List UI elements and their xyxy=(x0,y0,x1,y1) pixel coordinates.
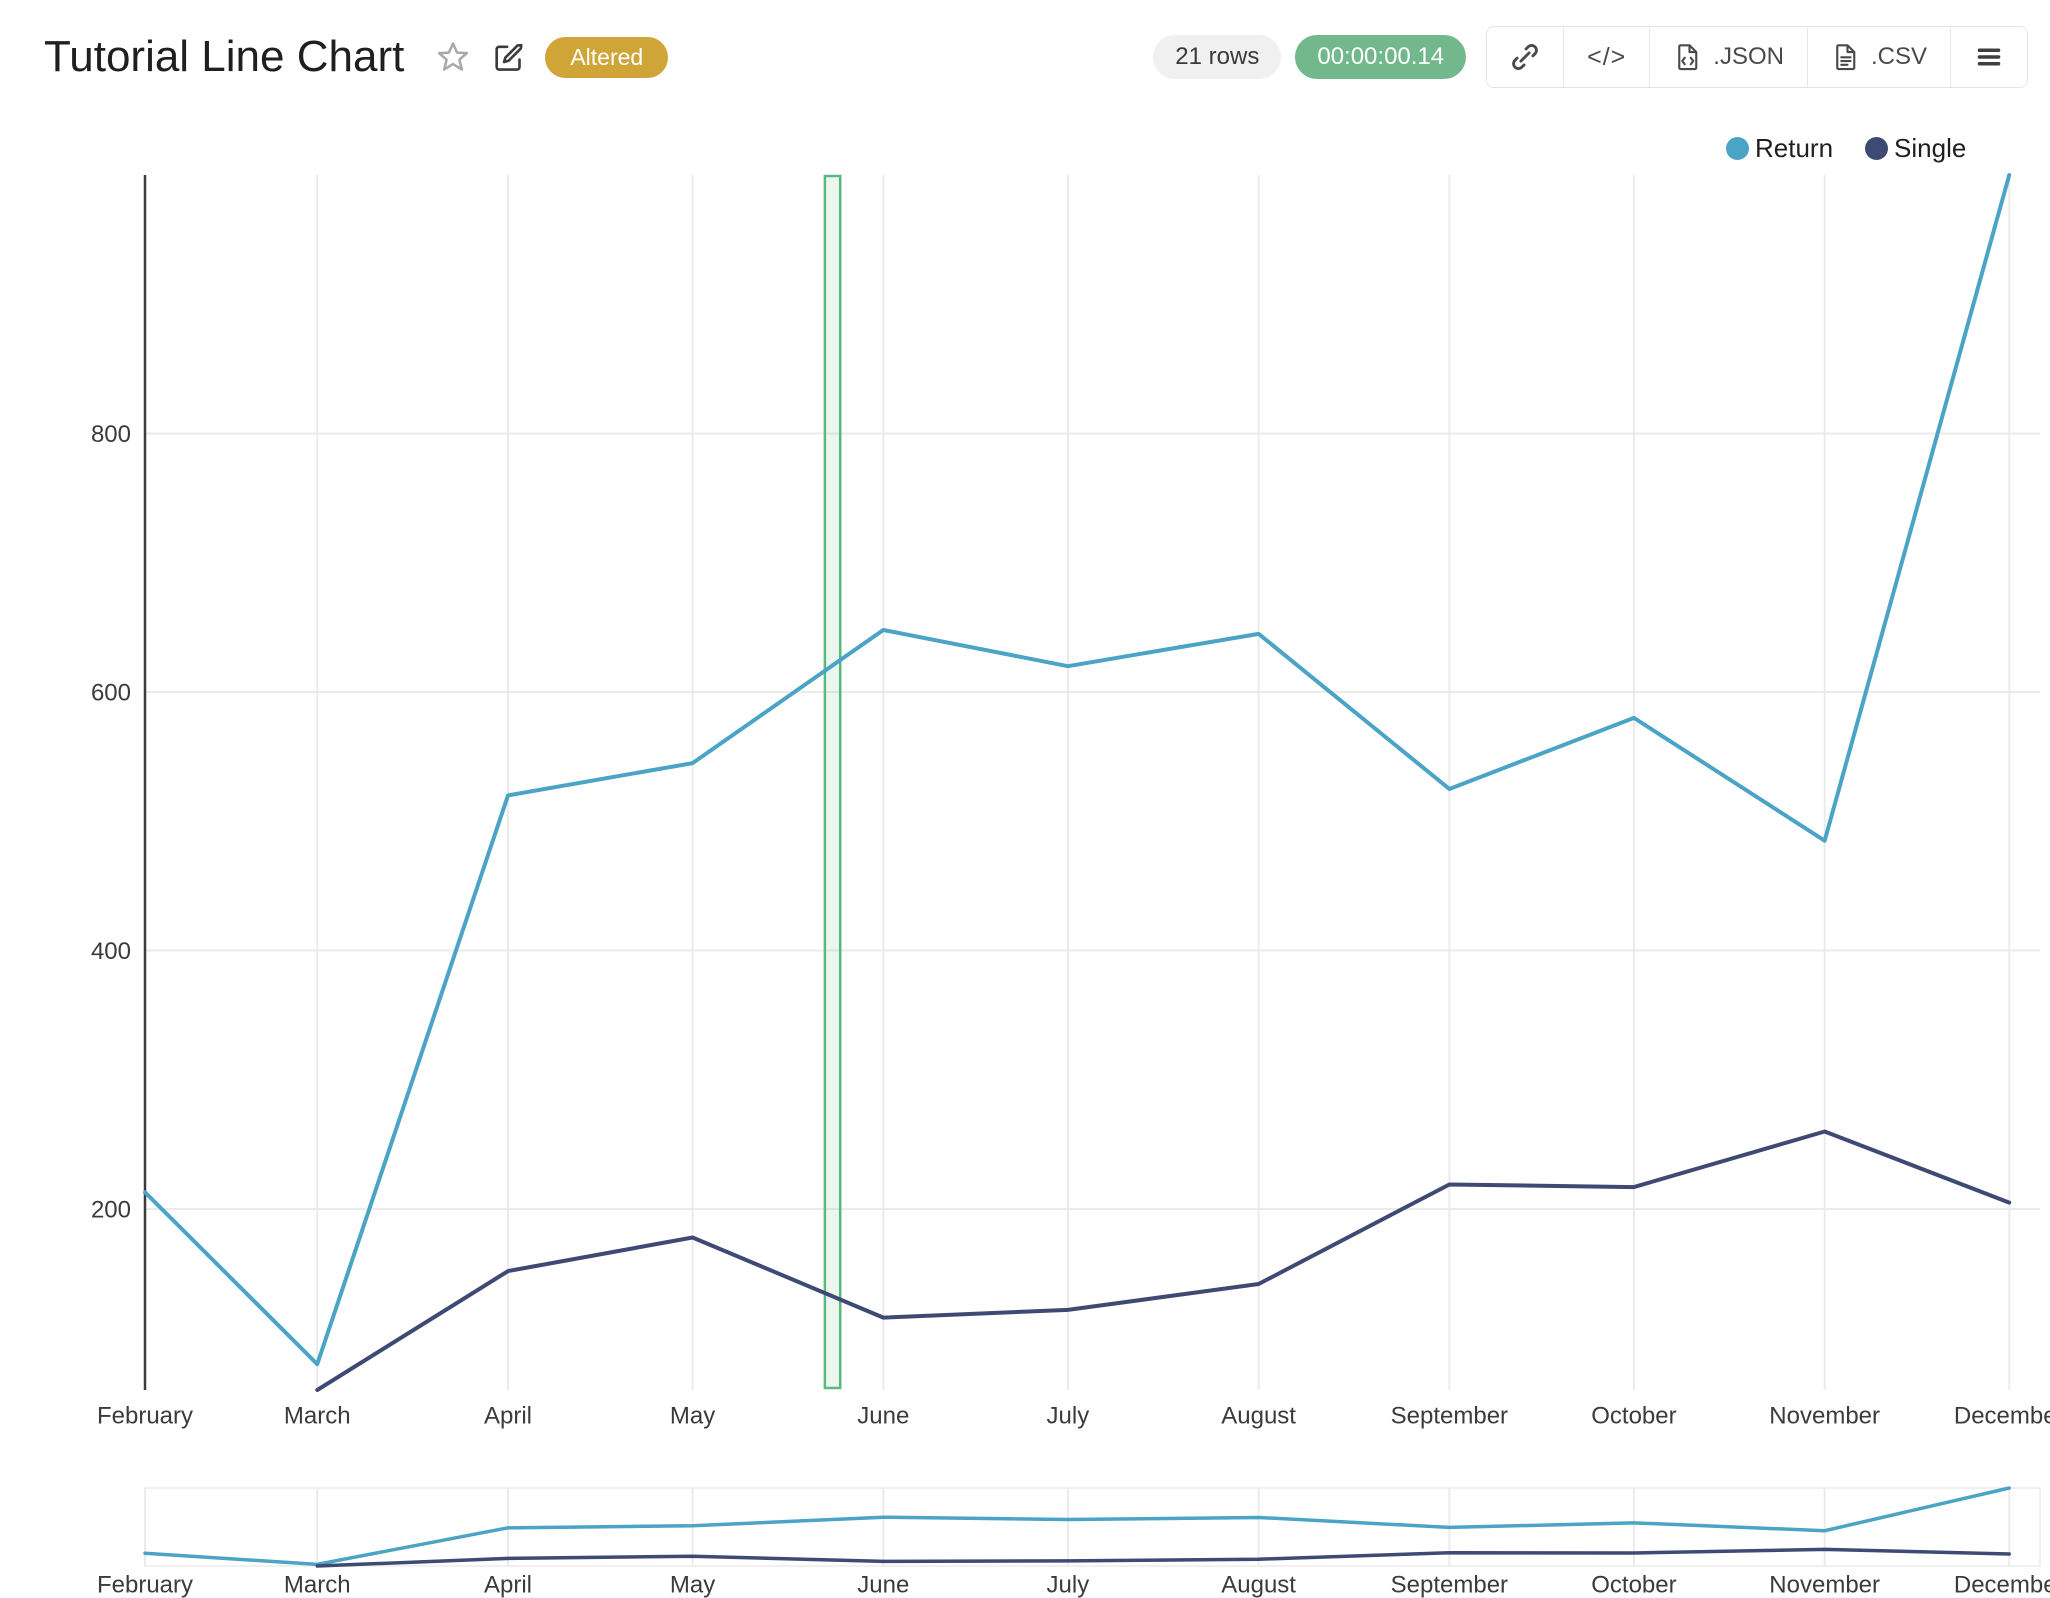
x-tick-label: September xyxy=(1391,1402,1508,1429)
x-tick-label: July xyxy=(1047,1402,1090,1429)
mini-x-tick-label: August xyxy=(1221,1571,1296,1598)
runtime-badge: 00:00:00.14 xyxy=(1295,35,1467,79)
y-tick-label: 200 xyxy=(91,1196,131,1223)
legend-label-single: Single xyxy=(1894,133,1967,163)
x-tick-label: February xyxy=(97,1402,193,1429)
series-line-return[interactable] xyxy=(143,173,2012,1367)
file-csv-icon xyxy=(1831,42,1861,72)
x-tick-label: November xyxy=(1769,1402,1880,1429)
legend-item-single[interactable]: Single xyxy=(1865,133,1966,164)
header-right-cluster: 21 rows 00:00:00.14 </> xyxy=(1153,26,2028,88)
chart-legend: Return Single xyxy=(1726,133,1966,164)
x-tick-label: March xyxy=(284,1402,351,1429)
mini-x-tick-label: May xyxy=(670,1571,715,1598)
legend-dot-single xyxy=(1865,137,1889,160)
download-json-button[interactable]: .JSON xyxy=(1649,27,1807,87)
download-json-label: .JSON xyxy=(1713,43,1784,70)
mini-x-tick-label: April xyxy=(484,1571,532,1598)
edit-title-icon[interactable] xyxy=(492,41,525,74)
y-tick-label: 800 xyxy=(91,421,131,448)
y-tick-label: 600 xyxy=(91,679,131,706)
mini-x-tick-label: November xyxy=(1769,1571,1880,1598)
file-json-icon xyxy=(1673,42,1703,72)
mini-x-tick-label: February xyxy=(97,1571,193,1598)
x-tick-label: August xyxy=(1221,1402,1296,1429)
x-tick-label: December xyxy=(1954,1402,2050,1429)
embed-code-icon: </> xyxy=(1587,42,1627,71)
legend-label-return: Return xyxy=(1755,133,1834,163)
mini-x-tick-label: June xyxy=(857,1571,909,1598)
hamburger-menu-icon xyxy=(1974,42,2004,72)
x-tick-label: April xyxy=(484,1402,532,1429)
more-options-button[interactable] xyxy=(1950,27,2027,87)
embed-button[interactable]: </> xyxy=(1563,27,1650,87)
x-tick-label: June xyxy=(857,1402,909,1429)
legend-dot-return xyxy=(1726,137,1749,160)
row-count-badge: 21 rows xyxy=(1153,35,1282,79)
favorite-star-icon[interactable] xyxy=(436,40,470,74)
download-csv-label: .CSV xyxy=(1870,43,1927,70)
altered-status-badge: Altered xyxy=(545,36,669,78)
x-tick-label: May xyxy=(670,1402,715,1429)
mini-x-tick-label: March xyxy=(284,1571,351,1598)
series-line-single[interactable] xyxy=(315,1129,2012,1392)
mini-x-tick-label: December xyxy=(1954,1571,2050,1598)
highlight-band xyxy=(823,174,842,1390)
x-tick-label: October xyxy=(1591,1402,1676,1429)
result-toolbar: </> .JSON xyxy=(1486,26,2028,88)
copy-link-button[interactable] xyxy=(1487,27,1564,87)
mini-series-line-single[interactable] xyxy=(315,1547,2011,1568)
mini-x-tick-label: October xyxy=(1591,1571,1676,1598)
header: Tutorial Line Chart Altered 21 rows 00:0… xyxy=(44,26,2028,88)
mini-x-tick-label: July xyxy=(1047,1571,1090,1598)
mini-x-tick-label: September xyxy=(1391,1571,1508,1598)
mini-series-line-return[interactable] xyxy=(143,1486,2011,1567)
legend-item-return[interactable]: Return xyxy=(1726,133,1833,164)
y-tick-label: 400 xyxy=(91,938,131,965)
link-icon xyxy=(1510,42,1540,72)
page-title: Tutorial Line Chart xyxy=(44,32,405,81)
download-csv-button[interactable]: .CSV xyxy=(1806,27,1950,87)
